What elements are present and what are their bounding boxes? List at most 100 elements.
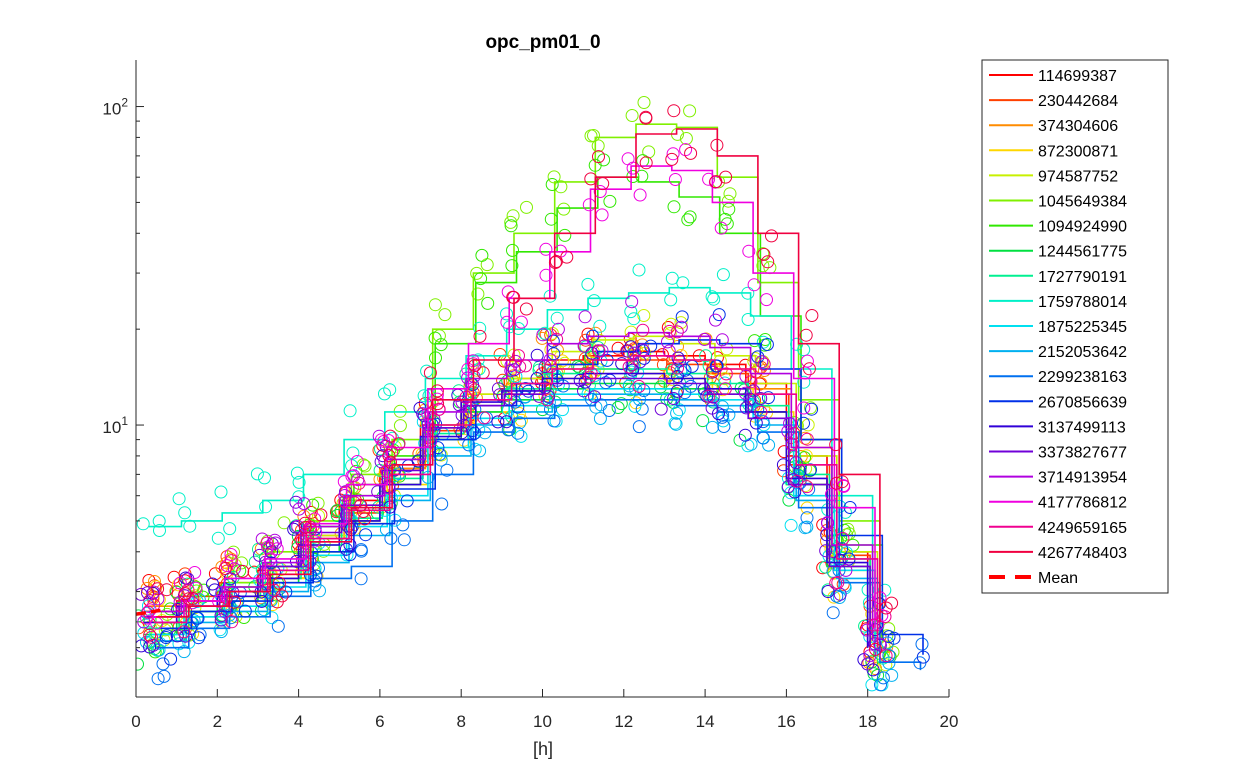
data-point bbox=[383, 383, 397, 397]
data-point bbox=[304, 505, 318, 519]
data-point bbox=[354, 498, 368, 512]
data-point bbox=[263, 553, 277, 567]
data-point bbox=[191, 611, 205, 625]
data-point bbox=[671, 361, 684, 375]
series-line bbox=[153, 355, 879, 648]
data-point bbox=[227, 545, 240, 559]
data-point bbox=[664, 293, 678, 307]
data-point bbox=[345, 469, 359, 483]
legend-item: 3714913954 bbox=[989, 470, 1127, 487]
x-tick-label: 6 bbox=[375, 712, 384, 731]
legend-item: 2152053642 bbox=[989, 344, 1127, 361]
data-point bbox=[416, 407, 430, 421]
mean-line bbox=[136, 608, 161, 616]
data-point bbox=[584, 366, 598, 380]
data-point bbox=[861, 657, 875, 671]
data-point bbox=[714, 221, 728, 235]
series-4267748403 bbox=[143, 104, 899, 656]
data-point bbox=[192, 631, 205, 645]
data-point bbox=[507, 290, 521, 304]
data-point bbox=[739, 401, 753, 415]
data-point bbox=[236, 564, 250, 578]
data-point bbox=[757, 357, 771, 371]
data-point bbox=[136, 587, 148, 601]
data-point bbox=[372, 429, 386, 443]
legend-label: 3714913954 bbox=[1038, 470, 1127, 487]
data-point bbox=[741, 286, 755, 300]
data-point bbox=[512, 322, 525, 335]
data-point bbox=[585, 346, 599, 360]
data-point bbox=[721, 194, 735, 208]
data-point bbox=[455, 426, 469, 440]
data-point bbox=[754, 405, 768, 419]
data-point bbox=[504, 364, 518, 378]
data-point bbox=[762, 438, 776, 452]
legend-label: 114699387 bbox=[1038, 68, 1117, 85]
data-point bbox=[468, 383, 482, 397]
data-point bbox=[628, 346, 641, 360]
x-tick-label: 20 bbox=[940, 712, 959, 731]
data-point bbox=[212, 594, 226, 608]
data-point bbox=[348, 496, 362, 510]
data-point bbox=[790, 474, 804, 488]
data-point bbox=[865, 678, 879, 692]
data-point bbox=[878, 610, 892, 624]
data-point bbox=[501, 374, 515, 388]
data-point bbox=[477, 411, 491, 425]
data-point bbox=[626, 161, 640, 175]
data-point bbox=[295, 534, 309, 548]
data-point bbox=[797, 375, 811, 389]
data-point bbox=[354, 572, 368, 586]
data-point bbox=[183, 622, 197, 635]
data-point bbox=[481, 296, 495, 310]
data-point bbox=[260, 536, 274, 550]
data-point bbox=[189, 581, 203, 595]
data-point bbox=[291, 519, 305, 533]
data-point bbox=[338, 489, 352, 502]
data-point bbox=[654, 380, 668, 394]
data-point bbox=[269, 536, 282, 550]
data-point bbox=[626, 363, 640, 377]
data-point bbox=[170, 629, 184, 643]
series-line bbox=[149, 286, 874, 592]
series-4249659165 bbox=[141, 323, 893, 663]
data-point bbox=[411, 454, 425, 468]
data-point bbox=[547, 414, 561, 428]
data-point bbox=[744, 437, 758, 451]
data-point bbox=[178, 506, 192, 520]
data-point bbox=[804, 463, 817, 477]
x-ticks: 0 2 4 6 8 10 12 14 16 18 20 bbox=[131, 689, 958, 731]
data-point bbox=[830, 476, 843, 490]
legend-item: 374304606 bbox=[989, 118, 1118, 135]
data-point bbox=[784, 518, 798, 532]
data-point bbox=[258, 471, 271, 485]
data-point bbox=[188, 566, 202, 579]
data-point bbox=[702, 389, 716, 403]
data-point bbox=[684, 146, 698, 160]
data-point bbox=[153, 524, 166, 537]
data-point bbox=[256, 572, 270, 586]
data-point bbox=[710, 138, 724, 152]
data-point bbox=[722, 408, 736, 422]
legend-label: 1094924990 bbox=[1038, 219, 1127, 236]
data-point bbox=[511, 426, 525, 440]
x-axis-label: [h] bbox=[533, 739, 553, 759]
data-point bbox=[227, 562, 241, 576]
data-point bbox=[501, 423, 515, 437]
data-point bbox=[706, 420, 719, 434]
legend-label: 1875225345 bbox=[1038, 319, 1127, 336]
data-point bbox=[158, 623, 172, 637]
x-tick-label: 4 bbox=[294, 712, 303, 731]
data-point bbox=[683, 210, 697, 224]
legend-label: 2152053642 bbox=[1038, 344, 1127, 361]
data-point bbox=[800, 511, 814, 525]
data-point bbox=[667, 104, 681, 118]
series-3137499113 bbox=[136, 340, 882, 677]
data-point bbox=[670, 406, 684, 420]
data-point bbox=[539, 268, 553, 282]
data-point bbox=[384, 531, 398, 545]
data-point bbox=[343, 538, 357, 552]
data-point bbox=[679, 143, 693, 157]
data-point bbox=[385, 445, 399, 459]
